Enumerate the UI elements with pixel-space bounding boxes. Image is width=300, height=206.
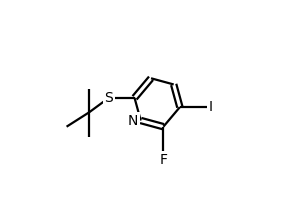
- Text: I: I: [208, 100, 212, 114]
- Text: S: S: [104, 91, 113, 105]
- Text: N: N: [128, 114, 138, 128]
- Text: F: F: [159, 153, 167, 167]
